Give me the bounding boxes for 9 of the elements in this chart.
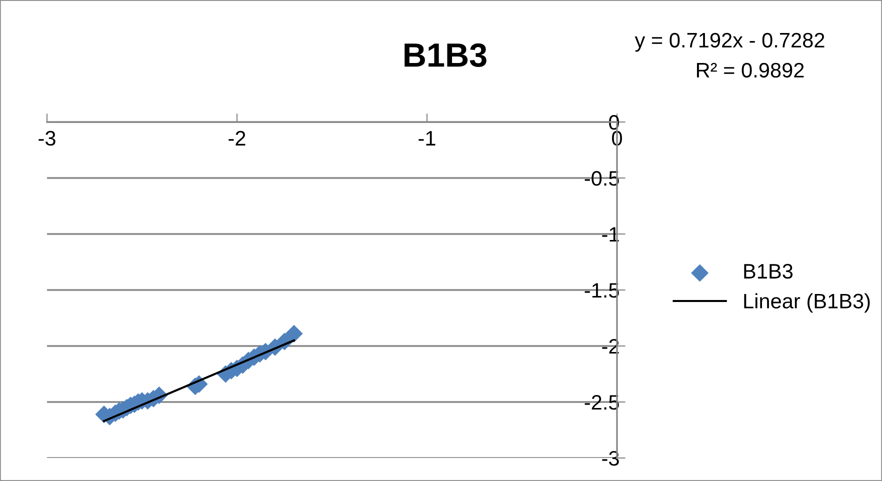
text: y = 0.7192x - 0.7282 bbox=[634, 32, 824, 52]
x-tick-label: -1 bbox=[418, 131, 436, 146]
text: R² = 0.9892 bbox=[696, 62, 804, 78]
chart-title: B1B3 bbox=[404, 43, 486, 67]
x-tick-label: -2 bbox=[228, 130, 246, 146]
y-tick-label: -1 bbox=[602, 227, 619, 242]
legend-label: Linear (B1B3) bbox=[744, 293, 870, 313]
legend-label: B1B3 bbox=[744, 264, 793, 279]
x-tick-label: -3 bbox=[38, 130, 56, 146]
